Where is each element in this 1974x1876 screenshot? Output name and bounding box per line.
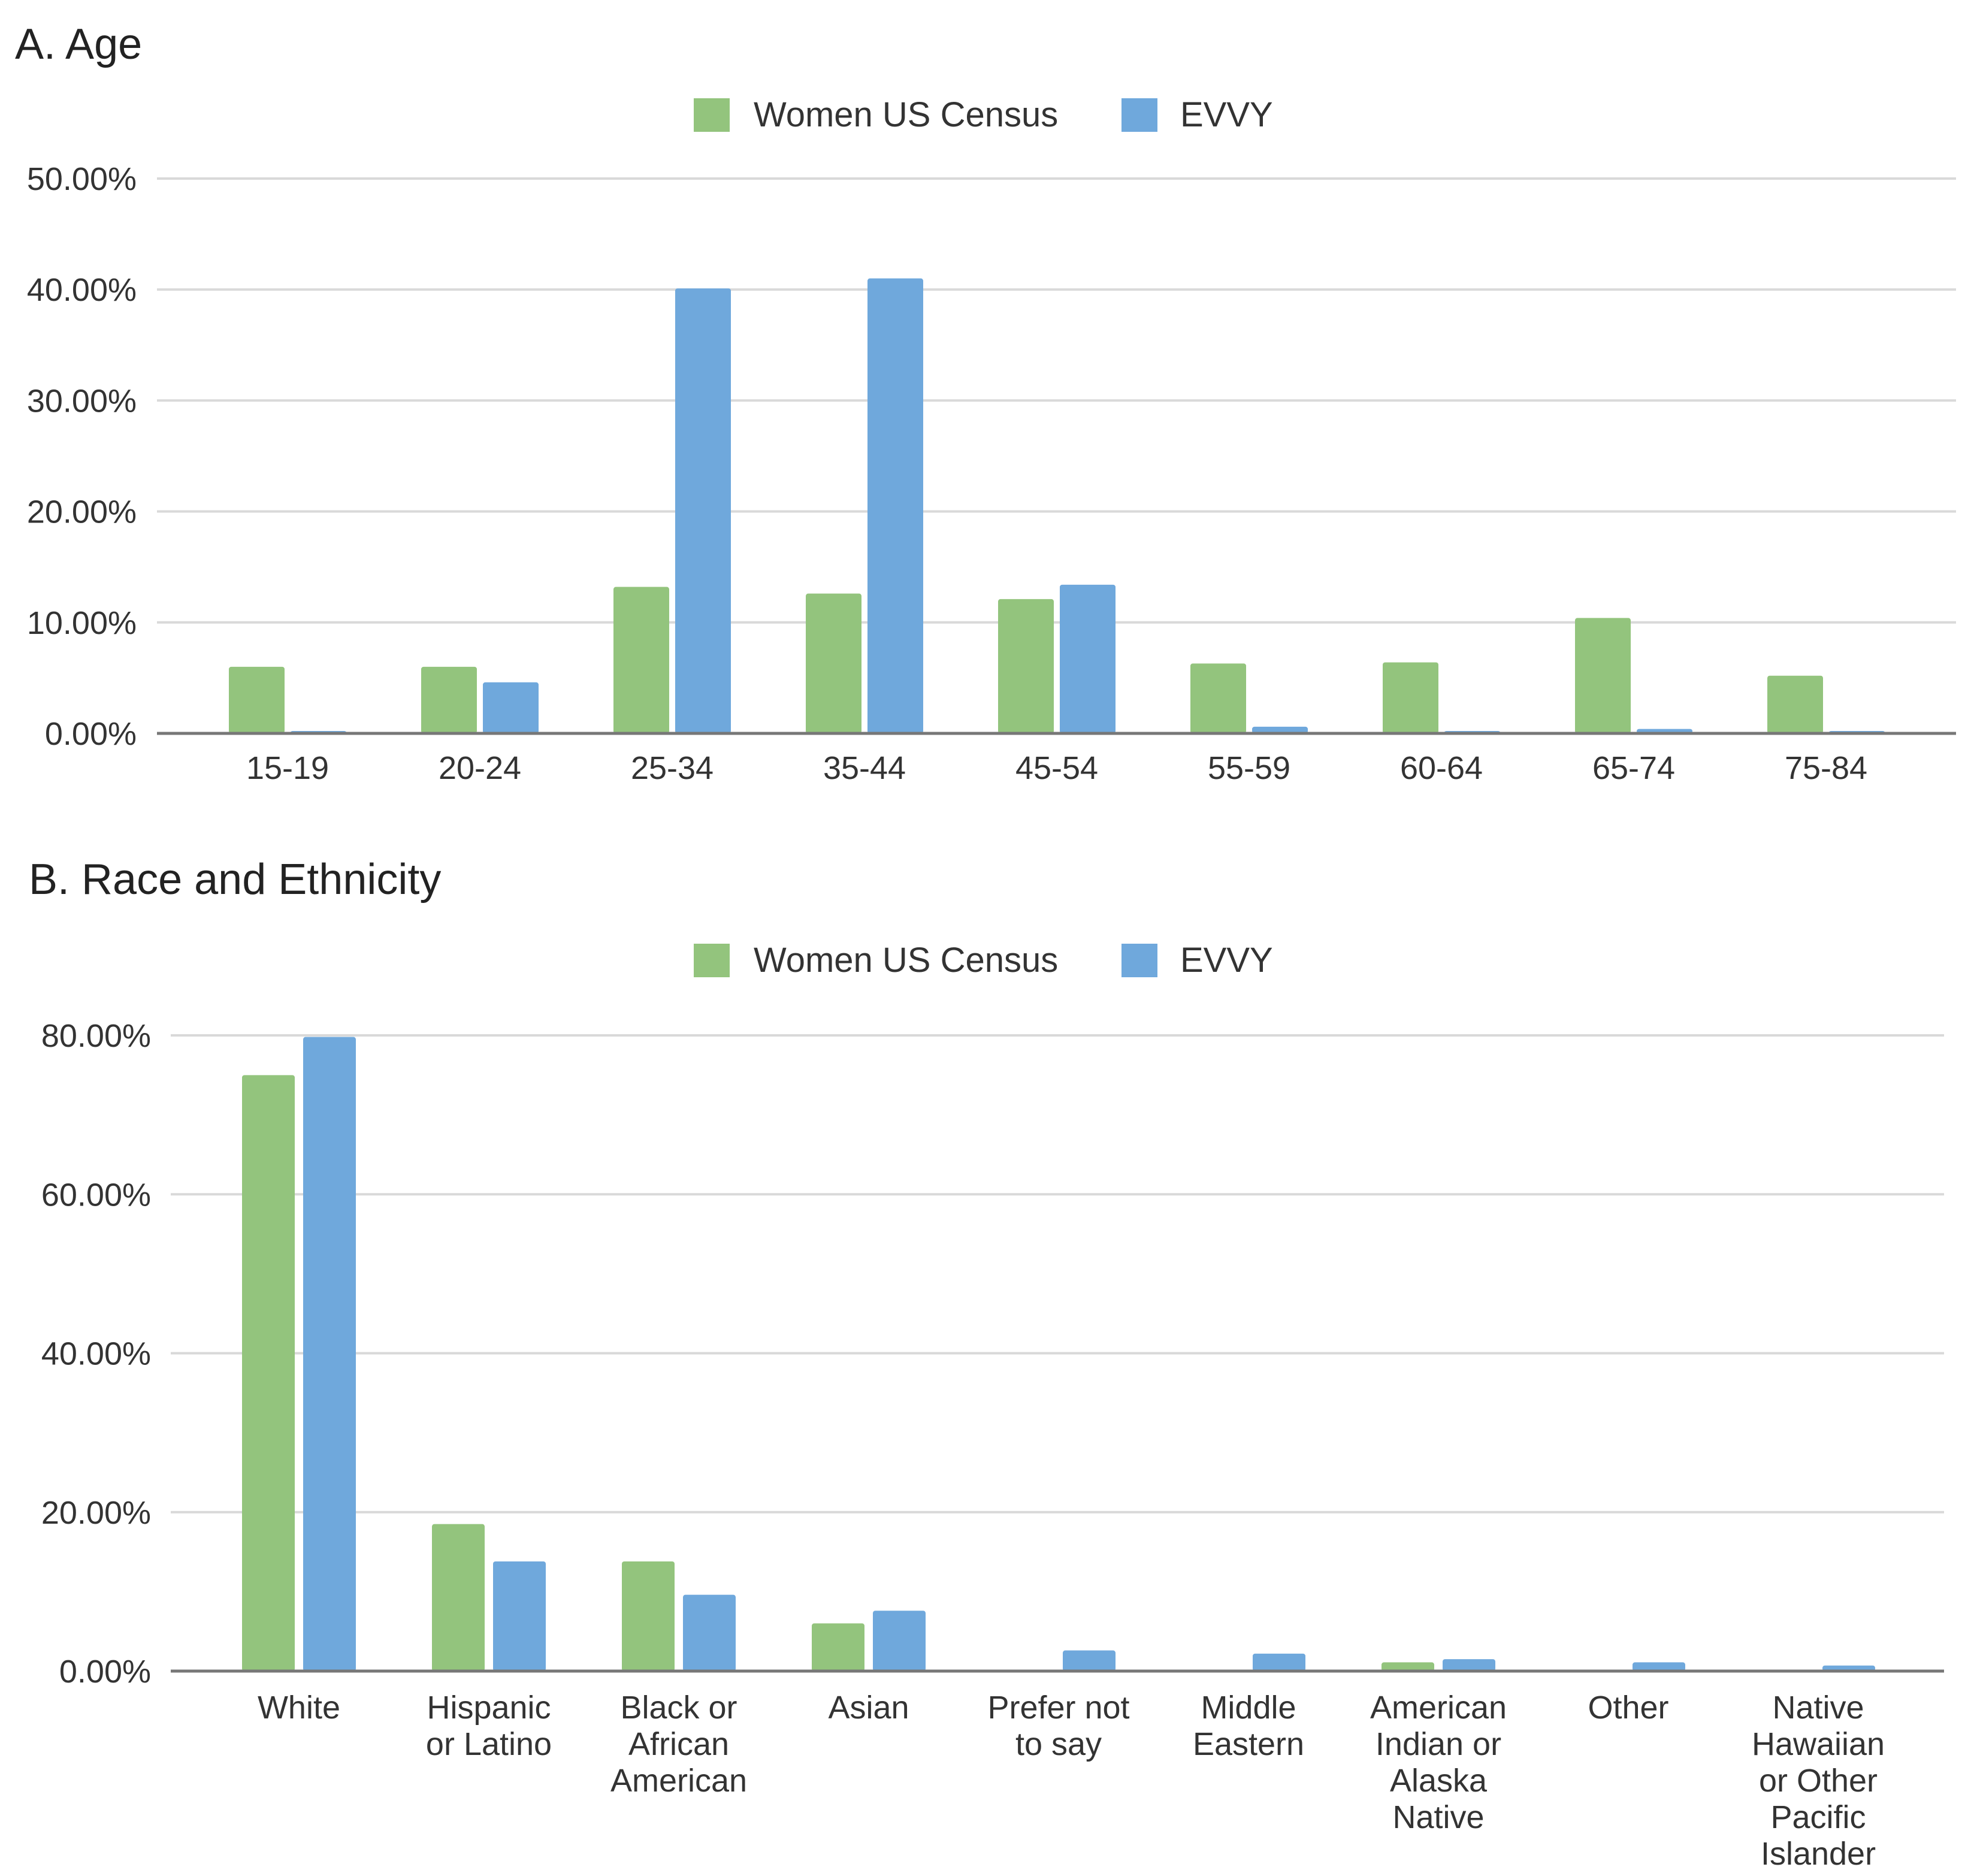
age-y-ticks: 0.00% 10.00% 20.00% 30.00% 40.00% 50.00% <box>27 161 137 752</box>
race-gridlines <box>171 1034 1944 1514</box>
age-bar-evvy <box>483 682 539 733</box>
age-bars <box>229 278 1885 733</box>
race-x-tick-label: Other <box>1588 1690 1668 1726</box>
age-x-tick-label: 25-34 <box>631 750 714 786</box>
age-x-tick-label: 20-24 <box>439 750 521 786</box>
race-bar-evvy <box>303 1037 356 1671</box>
race-bar-evvy <box>1063 1650 1116 1671</box>
age-legend-swatch-census <box>694 98 730 132</box>
age-bar-census <box>1383 662 1438 733</box>
race-bar-evvy <box>683 1594 736 1671</box>
age-gridlines <box>157 177 1956 624</box>
race-bar-evvy <box>1443 1659 1495 1671</box>
age-x-tick-label: 60-64 <box>1400 750 1483 786</box>
age-bar-census <box>613 587 669 733</box>
age-x-tick-label: 35-44 <box>823 750 906 786</box>
age-bar-census <box>998 599 1054 733</box>
race-x-tick-label: Prefer not to say <box>987 1690 1129 1762</box>
race-bar-evvy <box>1633 1662 1685 1671</box>
race-legend-label-census: Women US Census <box>754 941 1058 980</box>
race-x-tick-label: Middle Eastern <box>1193 1690 1304 1762</box>
race-x-tick-label: Hispanic or Latino <box>426 1690 552 1762</box>
age-legend-swatch-evvy <box>1121 98 1157 132</box>
race-chart: B. Race and Ethnicity Women US Census EV… <box>29 856 1944 1872</box>
age-x-tick-label: 75-84 <box>1785 750 1867 786</box>
age-y-tick-label: 50.00% <box>27 161 137 197</box>
race-x-tick-label: White <box>258 1690 340 1726</box>
age-bar-census <box>1767 675 1823 733</box>
age-chart-title: A. Age <box>15 20 142 68</box>
race-y-tick-label: 20.00% <box>41 1495 151 1531</box>
race-x-ticks: White Hispanic or Latino Black or African Ame… <box>258 1690 1885 1872</box>
race-bar-census <box>812 1623 864 1671</box>
race-x-tick-label: American Indian or Alaska Native <box>1370 1690 1507 1835</box>
age-chart: A. Age Women US Census EVVY 0.00% 10.00% 2… <box>15 20 1956 786</box>
race-y-tick-label: 40.00% <box>41 1336 151 1372</box>
age-x-tick-label: 45-54 <box>1015 750 1098 786</box>
race-legend-swatch-evvy <box>1121 944 1157 977</box>
race-bar-census <box>432 1524 485 1671</box>
age-y-tick-label: 40.00% <box>27 272 137 308</box>
age-y-tick-label: 20.00% <box>27 494 137 530</box>
age-x-ticks: 15-19 20-24 25-34 35-44 45-54 55-59 60-64 65-74… <box>246 750 1867 786</box>
age-bar-census <box>421 666 477 733</box>
race-bar-census <box>242 1075 295 1671</box>
race-chart-title: B. Race and Ethnicity <box>29 856 441 904</box>
race-x-tick-label: Native Hawaiian or Other Pacific Islander <box>1752 1690 1885 1872</box>
age-bar-census <box>1190 663 1246 733</box>
race-legend: Women US Census EVVY <box>694 941 1273 980</box>
age-bar-evvy <box>1252 726 1308 733</box>
race-y-tick-label: 60.00% <box>41 1177 151 1213</box>
age-y-tick-label: 10.00% <box>27 605 137 641</box>
age-bar-evvy <box>675 288 731 733</box>
age-legend: Women US Census EVVY <box>694 95 1273 134</box>
race-legend-label-evvy: EVVY <box>1180 941 1273 980</box>
race-bar-evvy <box>1253 1653 1305 1671</box>
race-bar-census <box>622 1561 675 1671</box>
age-bar-evvy <box>867 278 923 733</box>
age-bar-census <box>806 593 861 733</box>
age-legend-label-census: Women US Census <box>754 95 1058 134</box>
race-legend-swatch-census <box>694 944 730 977</box>
age-x-tick-label: 65-74 <box>1592 750 1675 786</box>
age-bar-evvy <box>1060 584 1116 733</box>
age-y-tick-label: 0.00% <box>45 716 137 752</box>
race-y-ticks: 0.00% 20.00% 40.00% 60.00% 80.00% <box>41 1018 151 1690</box>
age-legend-label-evvy: EVVY <box>1180 95 1273 134</box>
race-x-tick-label: Asian <box>828 1690 909 1726</box>
race-bars <box>242 1037 1875 1671</box>
race-bar-evvy <box>873 1611 926 1671</box>
age-y-tick-label: 30.00% <box>27 383 137 419</box>
race-bar-evvy <box>493 1561 546 1671</box>
age-bar-census <box>1575 618 1631 733</box>
race-y-tick-label: 0.00% <box>59 1654 151 1690</box>
race-bar-census <box>1382 1662 1434 1671</box>
race-y-tick-label: 80.00% <box>41 1018 151 1054</box>
age-x-tick-label: 55-59 <box>1208 750 1290 786</box>
race-x-tick-label: Black or African American <box>610 1690 747 1799</box>
age-x-tick-label: 15-19 <box>246 750 329 786</box>
age-bar-census <box>229 666 285 733</box>
